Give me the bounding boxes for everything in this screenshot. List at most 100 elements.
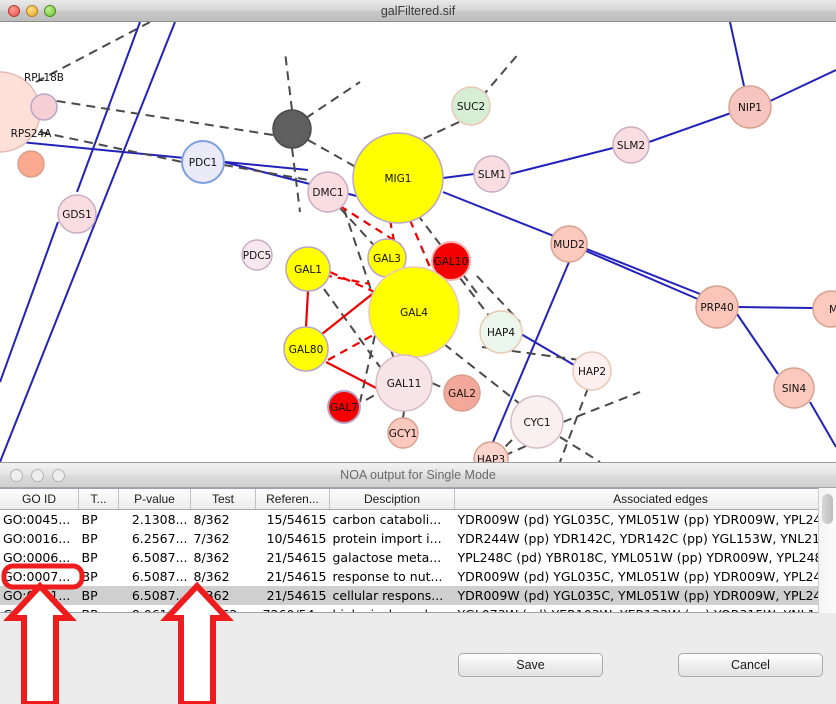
node-rps24a[interactable] — [17, 150, 45, 178]
cell-reference: 21/54615 — [255, 586, 330, 605]
node-gal10[interactable] — [431, 241, 471, 281]
column-header-go-id[interactable]: GO ID — [0, 489, 79, 510]
zoom-icon[interactable] — [52, 469, 65, 482]
node-hap2[interactable] — [572, 351, 612, 391]
table-body: GO:0045... BP 2.1308... 8/362 15/54615 carbon… — [0, 510, 836, 612]
column-header-type[interactable]: T... — [78, 489, 119, 510]
close-icon[interactable] — [10, 469, 23, 482]
nodes-layer — [0, 71, 836, 462]
table-row[interactable]: GO:0016... BP 6.2567... 7/362 10/54615 protei… — [0, 529, 836, 548]
node-label-gal7: GAL7 — [330, 402, 358, 414]
node-label-dmc1: DMC1 — [312, 187, 343, 199]
node-mig1[interactable] — [352, 132, 444, 224]
traffic-lights — [8, 5, 56, 17]
node-gcy1[interactable] — [387, 417, 419, 449]
minimize-icon[interactable] — [31, 469, 44, 482]
table-row[interactable]: GO:0006... BP 6.5087... 8/362 21/54615 galact… — [0, 548, 836, 567]
cell-p-value: 2.1308... — [131, 512, 188, 527]
node-slm2[interactable] — [612, 126, 650, 164]
node-unlabeled-gray[interactable] — [272, 109, 312, 149]
node-label-gds1: GDS1 — [62, 209, 92, 221]
node-gal2[interactable] — [443, 374, 481, 412]
cell-go-id: GO:0045... — [3, 512, 71, 527]
table-row[interactable]: GO:0031... BP 6.5087... 8/362 21/54615 cellul… — [0, 586, 836, 605]
node-slm1[interactable] — [473, 155, 511, 193]
node-gds1[interactable] — [57, 194, 97, 234]
node-label-rps24a: RPS24A — [11, 128, 53, 140]
cell-p-value: 8.0614... — [119, 605, 191, 612]
table-row[interactable]: GO:0045... BP 2.1308... 8/362 15/54615 carbon… — [0, 510, 836, 530]
cell-go-id: GO:0006... — [3, 550, 71, 565]
cell-associated-edges: YDR009W (pd) YGL035C, YML051W (pp) YDR00… — [457, 512, 836, 527]
node-sin4[interactable] — [773, 367, 815, 409]
node-label-pdc5: PDC5 — [243, 250, 271, 262]
node-label-pdc1: PDC1 — [189, 157, 217, 169]
network-titlebar: galFiltered.sif — [0, 0, 836, 22]
cell-type: BP — [81, 550, 98, 565]
node-label-cyc1: CYC1 — [524, 417, 551, 429]
save-button[interactable]: Save — [458, 653, 603, 677]
cancel-button[interactable]: Cancel — [678, 653, 823, 677]
node-mud2[interactable] — [550, 225, 588, 263]
node-label-gal2: GAL2 — [448, 388, 476, 400]
cell-reference: 10/54615 — [266, 531, 327, 546]
column-header-description[interactable]: Desciption — [329, 489, 455, 510]
node-label-gal11: GAL11 — [387, 378, 422, 390]
scrollbar-thumb[interactable] — [822, 494, 833, 524]
cell-description: protein import i... — [332, 531, 442, 546]
table-row[interactable]: GO:0065...BP8.0614...94/3627260/54...bio… — [0, 605, 836, 612]
table-row[interactable]: GO:0007... BP 6.5087... 8/362 21/54615 respon… — [0, 567, 836, 586]
column-header-reference[interactable]: Referen... — [255, 489, 330, 510]
node-label-gal1: GAL1 — [294, 264, 322, 276]
node-dmc1[interactable] — [307, 171, 349, 213]
noa-results-table: GO ID T... P-value Test Referen... Desci… — [0, 489, 836, 612]
cell-test: 8/362 — [193, 550, 230, 565]
cell-p-value: 6.5087... — [118, 586, 191, 605]
node-suc2[interactable] — [451, 86, 491, 126]
network-canvas[interactable]: RPL18B RPS24A GDS1 PDC1 PDC5 SUC2 SLM1 S… — [0, 22, 836, 462]
noa-window-title: NOA output for Single Mode — [340, 468, 496, 482]
zoom-icon[interactable] — [44, 5, 56, 17]
node-pdc5[interactable] — [241, 239, 273, 271]
node-label-gcy1: GCY1 — [389, 428, 417, 440]
cell-test: 8/362 — [193, 569, 230, 584]
node-pdc1[interactable] — [181, 140, 225, 184]
cell-p-value: 6.2567... — [131, 531, 188, 546]
network-window: galFiltered.sif — [0, 0, 836, 462]
close-icon[interactable] — [8, 5, 20, 17]
node-hap4[interactable] — [479, 310, 523, 354]
node-label-prp40: PRP40 — [700, 302, 733, 314]
node-label-hap2: HAP2 — [578, 366, 606, 378]
gal-regulatory-dashed-edges — [323, 205, 434, 361]
results-vertical-scrollbar[interactable] — [818, 488, 836, 613]
noa-output-window: NOA output for Single Mode GO ID T... P-… — [0, 462, 836, 704]
cell-reference: 15/54615 — [266, 512, 327, 527]
column-header-p-value[interactable]: P-value — [118, 489, 191, 510]
cell-type: BP — [81, 531, 98, 546]
minimize-icon[interactable] — [26, 5, 38, 17]
node-msi[interactable] — [812, 290, 836, 328]
node-rpl18b[interactable] — [30, 93, 58, 121]
node-gal7[interactable] — [327, 390, 361, 424]
protein-protein-edges — [0, 22, 836, 462]
node-labels-layer: RPL18B RPS24A GDS1 PDC1 PDC5 SUC2 SLM1 S… — [11, 72, 836, 462]
node-prp40[interactable] — [695, 285, 739, 329]
node-label-gal3: GAL3 — [373, 253, 401, 265]
column-header-associated-edges[interactable]: Associated edges — [454, 489, 836, 510]
cell-type: BP — [79, 605, 119, 612]
cell-associated-edges: YPL248C (pd) YBR018C, YML051W (pp) YDR00… — [457, 550, 836, 565]
node-gal80[interactable] — [283, 326, 329, 372]
node-cyc1[interactable] — [510, 395, 564, 449]
node-gal1[interactable] — [285, 246, 331, 292]
node-label-gal4: GAL4 — [400, 307, 428, 319]
cell-p-value: 6.5087... — [131, 550, 188, 565]
node-nip1[interactable] — [728, 85, 772, 129]
node-label-mig1: MIG1 — [385, 173, 412, 185]
column-header-test[interactable]: Test — [190, 489, 256, 510]
cell-p-value: 6.5087... — [131, 569, 188, 584]
node-hap3[interactable] — [473, 441, 509, 462]
network-graph: RPL18B RPS24A GDS1 PDC1 PDC5 SUC2 SLM1 S… — [0, 22, 836, 462]
node-gal11[interactable] — [375, 354, 433, 412]
regulatory-dashed-edges — [0, 22, 641, 462]
noa-results-table-wrap[interactable]: GO ID T... P-value Test Referen... Desci… — [0, 488, 836, 613]
